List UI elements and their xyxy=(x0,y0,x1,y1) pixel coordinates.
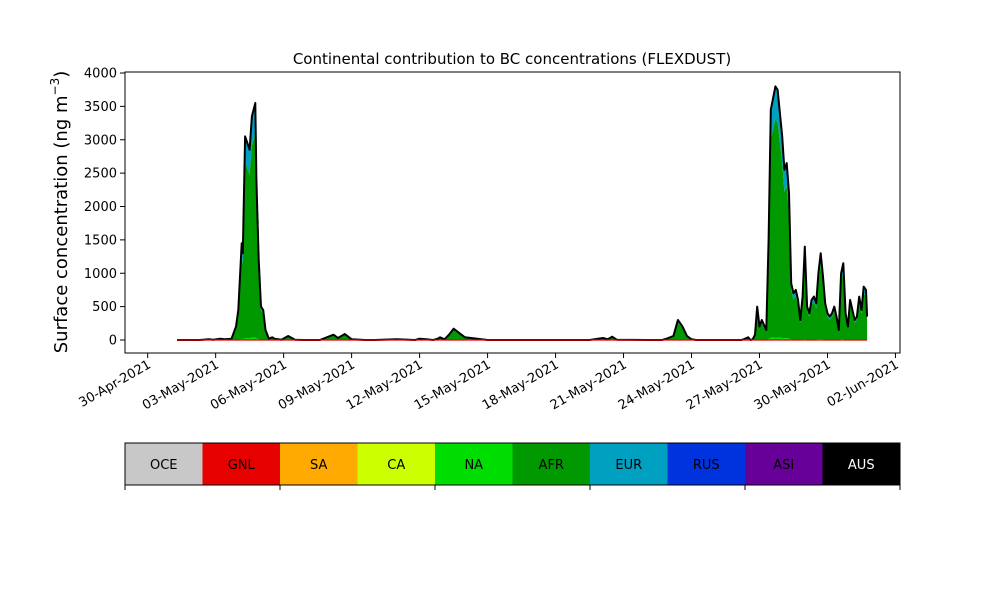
legend-swatch-aus xyxy=(822,443,901,485)
y-tick-label: 500 xyxy=(92,300,117,315)
legend-swatch-rus xyxy=(667,443,746,485)
x-tick-label: 30-May-2021 xyxy=(752,357,834,413)
y-axis: 0 500 1000 1500 2000 2500 3000 3500 4000 xyxy=(84,67,125,349)
area-afr xyxy=(177,119,868,340)
chart-title: Continental contribution to BC concentra… xyxy=(293,50,731,68)
x-tick-label: 21-May-2021 xyxy=(548,357,630,413)
colorbar-frame xyxy=(124,442,901,486)
legend-swatch-na xyxy=(435,443,513,485)
colorbar-legend: OCE GNL SA CA NA AFR EUR RUS ASI AUS xyxy=(124,442,901,490)
legend-label-ca: CA xyxy=(387,458,405,473)
legend-label-aus: AUS xyxy=(848,458,875,473)
area-eur xyxy=(177,86,868,341)
legend-label-afr: AFR xyxy=(539,458,564,473)
legend-label-eur: EUR xyxy=(615,458,642,473)
x-tick-label: 06-May-2021 xyxy=(208,357,290,413)
legend-label-rus: RUS xyxy=(693,458,720,473)
x-tick-label: 12-May-2021 xyxy=(344,357,426,413)
legend-swatch-sa xyxy=(280,443,358,485)
x-tick-label: 27-May-2021 xyxy=(684,357,766,413)
total-line xyxy=(177,85,869,341)
x-tick-label: 24-May-2021 xyxy=(616,357,698,413)
y-tick-label: 1000 xyxy=(84,267,117,282)
y-tick-label: 0 xyxy=(109,334,117,349)
y-tick-label: 4000 xyxy=(84,67,117,82)
legend-swatch-asi xyxy=(745,443,823,485)
y-tick-label: 2000 xyxy=(84,200,117,215)
x-axis: 30-Apr-202103-May-202106-May-202109-May-… xyxy=(77,353,902,413)
x-tick-label: 03-May-2021 xyxy=(140,357,222,413)
legend-swatch-afr xyxy=(512,443,591,485)
legend-swatch-ca xyxy=(357,443,436,485)
y-tick-label: 3000 xyxy=(84,133,117,148)
legend-swatch-gnl xyxy=(202,443,281,485)
legend-label-asi: ASI xyxy=(773,458,794,473)
plot-frame xyxy=(124,71,901,354)
legend-swatch-oce xyxy=(125,443,203,485)
y-tick-label: 2500 xyxy=(84,167,117,182)
x-tick-label: 09-May-2021 xyxy=(276,357,358,413)
y-axis-label: Surface concentration (ng m−3) xyxy=(48,71,72,354)
legend-label-gnl: GNL xyxy=(228,458,256,473)
legend-swatch-eur xyxy=(590,443,668,485)
x-tick-label: 18-May-2021 xyxy=(480,357,562,413)
y-tick-label: 3500 xyxy=(84,100,117,115)
legend-label-sa: SA xyxy=(310,458,327,473)
legend-label-na: NA xyxy=(464,458,483,473)
x-tick-label: 15-May-2021 xyxy=(412,357,494,413)
y-tick-label: 1500 xyxy=(84,233,117,248)
x-tick-label: 02-Jun-2021 xyxy=(825,357,902,410)
plot-areas xyxy=(177,86,868,341)
legend-label-oce: OCE xyxy=(150,458,178,473)
